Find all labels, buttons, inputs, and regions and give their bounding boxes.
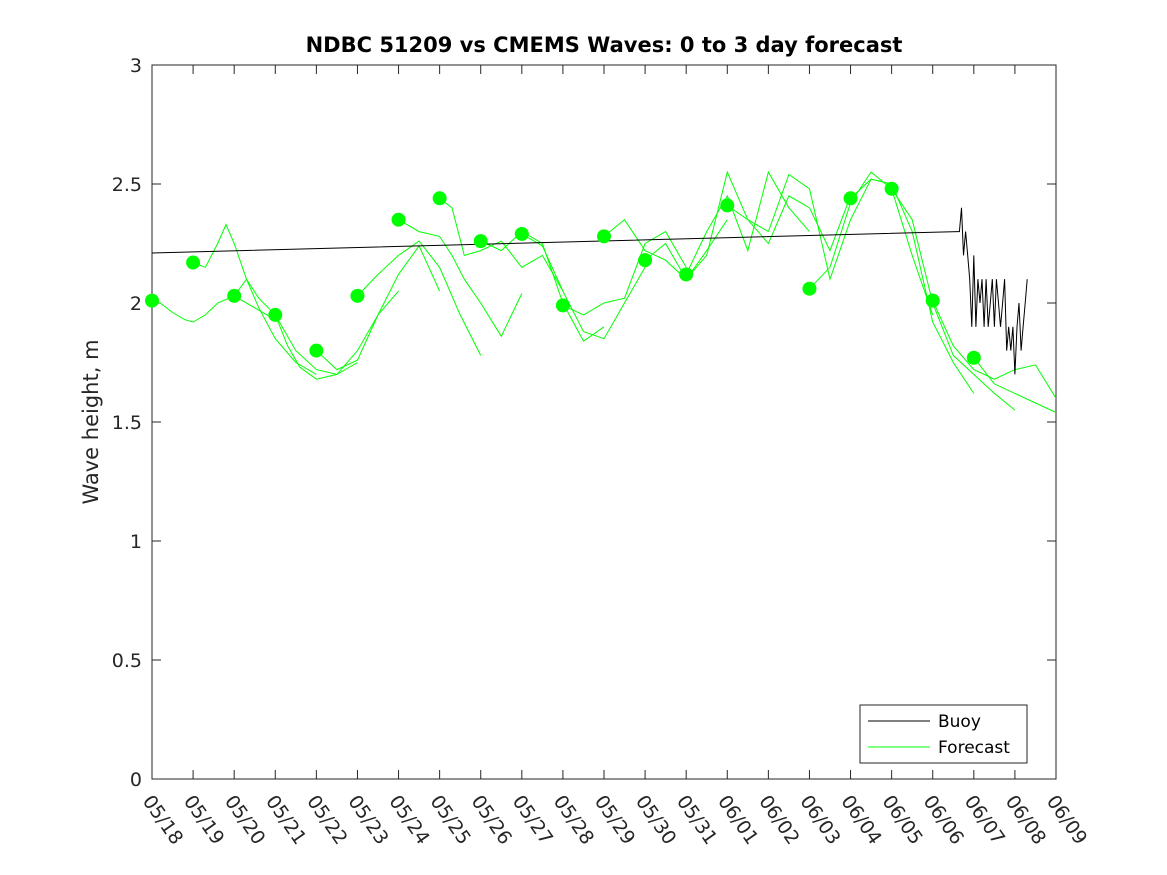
forecast-marker [555,298,570,313]
x-tick-label: 05/24 [384,791,433,848]
x-tick-label: 06/06 [919,791,968,848]
x-tick-label: 06/04 [836,791,885,848]
forecast-marker [227,288,242,303]
x-tick-label: 06/08 [1001,791,1050,848]
forecast-line [192,223,317,375]
forecast-line [685,170,810,275]
y-tick-label: 2.5 [112,174,142,196]
forecast-line [151,295,276,323]
forecast-line [480,230,605,342]
y-tick-label: 0 [130,769,142,791]
x-tick-label: 06/07 [960,791,1009,848]
forecast-line [809,171,934,316]
x-tick-label: 05/30 [631,791,680,848]
y-tick-label: 3 [130,55,142,77]
forecast-line [398,219,523,338]
x-tick-label: 05/26 [467,791,516,848]
x-tick-label: 05/25 [426,791,475,848]
forecast-marker [802,281,817,296]
x-tick-label: 05/29 [590,791,639,848]
x-tick-label: 05/20 [220,791,269,848]
x-tick-label: 05/31 [672,791,721,848]
forecast-marker [473,234,488,249]
forecast-line [521,233,646,340]
y-axis-ticks: 0 0.5 1 1.5 2 2.5 3 [112,55,1056,791]
plot-area [151,64,1057,780]
forecast-line [850,178,975,394]
y-axis-label: Wave height, m [79,339,103,504]
forecast-marker [350,288,365,303]
forecast-line [562,230,687,316]
x-tick-label: 05/21 [261,791,310,848]
x-tick-label: 06/02 [754,791,803,848]
x-tick-label: 06/03 [795,791,844,848]
x-tick-label: 05/23 [343,791,392,848]
legend-buoy-label: Buoy [938,712,981,732]
buoy-series-line [151,207,1028,375]
y-tick-label: 1.5 [112,412,142,434]
y-tick-label: 1 [130,531,142,553]
forecast-marker [432,191,447,206]
forecast-marker [597,229,611,244]
forecast-marker [966,350,981,365]
forecast-line [727,195,851,252]
forecast-marker [309,343,324,358]
x-tick-label: 05/19 [179,791,228,848]
forecast-line [274,290,399,380]
forecast-marker [514,226,529,241]
x-tick-label: 06/05 [878,791,927,848]
forecast-line [891,188,1016,411]
forecast-markers [145,181,981,365]
x-tick-label: 06/01 [713,791,762,848]
forecast-marker [720,198,735,213]
forecast-marker [145,293,159,308]
forecast-lines [151,170,1057,413]
forecast-marker [186,255,201,270]
forecast-line [233,278,358,375]
forecast-line [973,357,1057,413]
forecast-line [603,218,728,280]
forecast-marker [391,212,406,227]
forecast-marker [268,307,283,322]
x-tick-label: 06/09 [1042,791,1091,848]
forecast-marker [925,293,940,308]
forecast-line [932,300,1057,399]
buoy-line [151,207,1028,375]
legend: Buoy Forecast [859,704,1028,764]
forecast-line [357,240,482,356]
forecast-marker [638,253,653,268]
x-tick-label: 05/18 [138,791,187,848]
legend-forecast-label: Forecast [938,738,1010,758]
y-tick-label: 0.5 [112,650,142,672]
forecast-marker [843,191,858,206]
x-tick-label: 05/22 [302,791,351,848]
forecast-marker [679,267,694,282]
forecast-marker [884,181,899,196]
chart-title: NDBC 51209 vs CMEMS Waves: 0 to 3 day fo… [306,33,903,57]
x-tick-label: 05/28 [549,791,598,848]
x-tick-label: 05/27 [508,791,557,848]
y-tick-label: 2 [130,293,142,315]
legend-box [859,704,1028,764]
